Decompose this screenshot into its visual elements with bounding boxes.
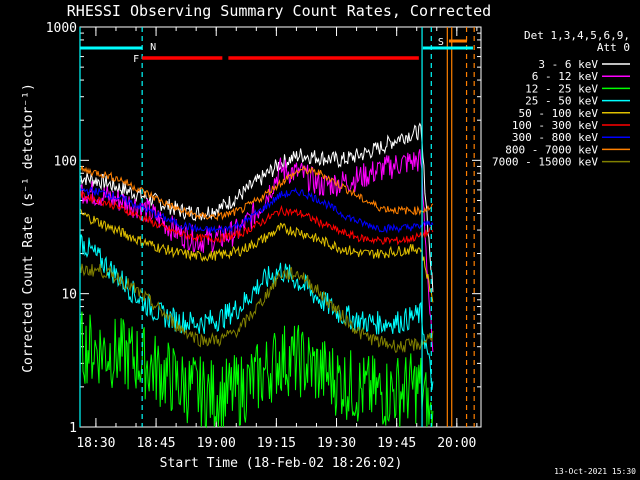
legend-label: 300 - 800 keV [512, 131, 598, 144]
x-tick-label: 18:30 [76, 436, 115, 451]
y-tick-label: 100 [54, 154, 77, 169]
series-line [79, 311, 434, 429]
x-tick-label: 19:00 [197, 436, 236, 451]
legend-label: 3 - 6 keV [538, 58, 598, 71]
series-line [79, 190, 434, 246]
night-label: N [150, 42, 156, 53]
legend-label: 800 - 7000 keV [505, 143, 598, 156]
saa-label: S [438, 37, 444, 48]
x-tick-label: 19:15 [257, 436, 296, 451]
legend-title-line-1: Det 1,3,4,5,6,9, [524, 29, 630, 42]
plot-area: 1 10 100 1000 18:30 18:45 19:00 19:15 19:30 19:45… [46, 21, 630, 451]
series-line [79, 164, 434, 222]
y-axis-label: Corrected Count Rate (s⁻¹ detector⁻¹) [21, 83, 36, 373]
legend-label: 100 - 300 keV [512, 119, 598, 132]
x-tick-label: 19:30 [317, 436, 356, 451]
series-line [79, 122, 434, 293]
y-tick-label: 10 [61, 288, 77, 303]
series-line [79, 208, 434, 303]
legend-title-line-2: Att 0 [597, 41, 630, 54]
x-axis-label: Start Time (18-Feb-02 18:26:02) [160, 456, 403, 471]
legend-label: 25 - 50 keV [525, 95, 598, 108]
legend-label: 12 - 25 keV [525, 82, 598, 95]
legend-label: 50 - 100 keV [519, 107, 599, 120]
chart-title: RHESSI Observing Summary Count Rates, Co… [67, 2, 491, 20]
series-line [79, 263, 434, 354]
legend-label: 7000 - 15000 keV [492, 156, 598, 169]
y-tick-label: 1 [69, 421, 77, 436]
x-tick-label: 18:45 [136, 436, 175, 451]
timestamp: 13-Oct-2021 15:30 [554, 467, 636, 476]
flare-label: F [133, 54, 139, 65]
legend-label: 6 - 12 keV [532, 70, 599, 83]
series-line [79, 234, 434, 390]
y-axis-label-group: Corrected Count Rate (s⁻¹ detector⁻¹) [21, 83, 36, 373]
x-tick-label: 19:45 [377, 436, 416, 451]
y-tick-label: 1000 [46, 21, 77, 36]
x-tick-label: 20:00 [437, 436, 476, 451]
series-line [79, 186, 434, 234]
